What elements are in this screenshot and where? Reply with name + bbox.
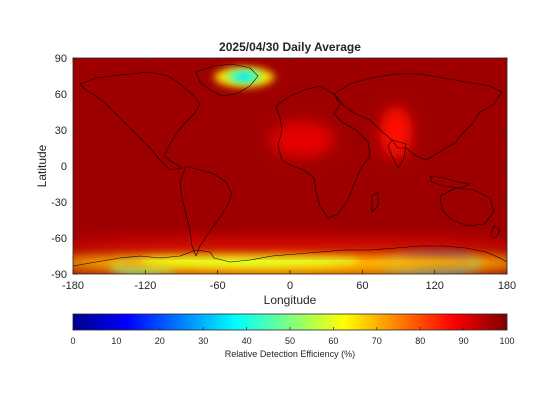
colorbar-ticks: 0 10 20 30 40 50 60 70 80 90 100: [70, 327, 515, 346]
colorbar-tick-label: 60: [328, 336, 338, 346]
x-tick-label: 0: [287, 280, 293, 292]
colorbar-tick-label: 70: [372, 336, 382, 346]
x-tick-label: -120: [134, 280, 156, 292]
region-southern-ocean: [73, 236, 507, 252]
greenland-outline: [195, 63, 259, 97]
y-tick-label: 90: [55, 53, 67, 65]
coastline-outlines: [73, 63, 507, 267]
colorbar-tick-label: 40: [242, 336, 252, 346]
india-outline: [387, 139, 407, 169]
antarctica-outline: [73, 245, 507, 267]
x-tick-label: -180: [62, 280, 84, 292]
x-axis-ticks: -180 -120 -60 0 60 120 180: [62, 58, 516, 292]
colorbar-tick-label: 90: [459, 336, 469, 346]
asia-outline: [333, 73, 503, 161]
region-sahara: [270, 121, 335, 158]
region-tibetan-plateau: [380, 106, 413, 159]
australia-outline: [439, 187, 495, 227]
heatmap-map: [73, 58, 507, 274]
y-tick-label: 30: [55, 125, 67, 137]
x-tick-label: 60: [356, 280, 368, 292]
y-tick-label: 0: [61, 161, 67, 173]
colorbar-tick-label: 10: [111, 336, 121, 346]
y-tick-label: 60: [55, 89, 67, 101]
colorbar-tick-label: 50: [285, 336, 295, 346]
region-greenland: [214, 67, 275, 88]
chart-title: 2025/04/30 Daily Average: [219, 40, 361, 54]
colorbar-tick-label: 100: [499, 336, 514, 346]
colorbar-tick-label: 0: [70, 336, 75, 346]
y-tick-label: -90: [51, 269, 67, 281]
y-axis-label: Latitude: [35, 144, 49, 187]
indonesia-outline: [429, 175, 471, 189]
colorbar-tick-label: 20: [155, 336, 165, 346]
colorbar-tick-label: 30: [198, 336, 208, 346]
x-tick-label: -60: [210, 280, 226, 292]
colorbar-tick-label: 80: [415, 336, 425, 346]
north-america-outline: [79, 71, 201, 171]
region-antarctic-coast: [73, 248, 507, 274]
y-tick-label: -60: [51, 233, 67, 245]
madagascar-outline: [371, 191, 379, 213]
y-tick-label: -30: [51, 197, 67, 209]
x-axis-label: Longitude: [264, 293, 317, 307]
new-zealand-outline: [489, 225, 501, 239]
x-tick-label: 180: [498, 280, 516, 292]
x-tick-label: 120: [425, 280, 443, 292]
colorbar-label: Relative Detection Efficiency (%): [225, 349, 355, 359]
south-america-outline: [179, 165, 233, 257]
y-axis-ticks: 90 60 30 0 -30 -60 -90: [51, 53, 507, 281]
